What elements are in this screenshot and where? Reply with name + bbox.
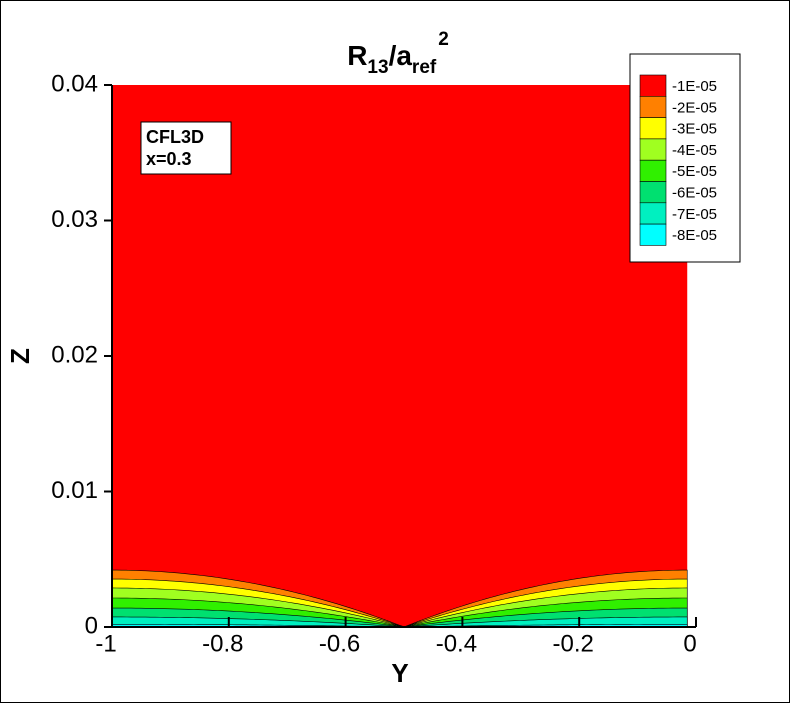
legend-label: -4E-05 xyxy=(672,142,717,159)
field xyxy=(111,85,688,628)
x-tick-label: -0.6 xyxy=(319,630,360,657)
legend-swatch xyxy=(639,96,667,118)
legend-swatch xyxy=(639,117,667,140)
legend-label: -5E-05 xyxy=(672,163,717,180)
annotation-box xyxy=(140,121,232,175)
contour-band xyxy=(112,85,688,627)
y-tick-label: 0.01 xyxy=(51,477,98,504)
legend-swatch xyxy=(639,202,667,225)
legend-swatch xyxy=(639,223,667,246)
legend-label: -2E-05 xyxy=(672,99,717,116)
x-tick-label: 0 xyxy=(683,630,696,657)
x-tick-label: -1 xyxy=(95,630,116,657)
legend-label: -3E-05 xyxy=(672,121,717,138)
x-tick-label: -0.8 xyxy=(202,630,243,657)
x-axis-label: Y xyxy=(391,658,408,688)
legend-label: -8E-05 xyxy=(672,227,717,244)
legend-swatch xyxy=(639,138,667,161)
y-tick-label: 0.04 xyxy=(51,70,98,97)
chart-title: R13/aref2 xyxy=(347,29,449,78)
legend-swatch xyxy=(639,181,667,204)
legend-swatch xyxy=(639,74,667,97)
annotation: CFL3D xyxy=(146,127,204,147)
title-part: /a xyxy=(389,40,413,71)
title-part: 13 xyxy=(367,57,388,78)
y-axis-label: Z xyxy=(5,348,35,364)
legend-label: -7E-05 xyxy=(672,206,717,223)
legend-label: -6E-05 xyxy=(672,184,717,201)
x-tick-label: -0.4 xyxy=(436,630,477,657)
axes: -1 -0.8 -0.6 -0.4 -0.2 0 0 0.01 0.02 0.03 0.04 xyxy=(51,70,697,657)
y-tick-label: 0.02 xyxy=(51,341,98,368)
y-tick-label: 0.03 xyxy=(51,206,98,233)
y-tick-label: 0 xyxy=(85,612,98,639)
title-part: 2 xyxy=(438,29,449,50)
legend-label: -1E-05 xyxy=(672,78,717,95)
annotation: x=0.3 xyxy=(146,149,192,169)
x-tick-label: -0.2 xyxy=(553,630,594,657)
title-part: ref xyxy=(412,57,437,78)
legend: -1E-05 -2E-05 -3E-05 -4E-05 -5E-05 -6E-05 -7E-… xyxy=(639,74,717,246)
title-part: R xyxy=(347,40,367,71)
legend-swatch xyxy=(639,159,667,182)
